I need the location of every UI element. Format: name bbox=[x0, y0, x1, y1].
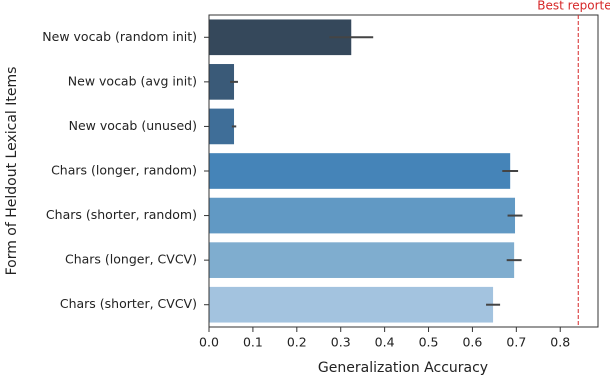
y-tick-label: Chars (longer, CVCV) bbox=[65, 252, 197, 267]
bar bbox=[209, 19, 352, 56]
y-tick-label: New vocab (random init) bbox=[42, 29, 197, 44]
plot-frame bbox=[208, 14, 599, 328]
x-tick-label: 0.2 bbox=[287, 335, 307, 350]
x-tick-label: 0.7 bbox=[506, 335, 526, 350]
x-tick-label: 0.1 bbox=[243, 335, 263, 350]
x-tick-label: 0.6 bbox=[462, 335, 482, 350]
x-axis-label: Generalization Accuracy bbox=[318, 360, 488, 376]
y-tick-label: Chars (longer, random) bbox=[51, 163, 197, 178]
x-tick-label: 0.4 bbox=[375, 335, 395, 350]
y-tick-label: Chars (shorter, CVCV) bbox=[60, 296, 197, 311]
bar bbox=[209, 108, 235, 145]
bar bbox=[209, 197, 516, 234]
reference-label: Best reported bbox=[537, 0, 610, 13]
bar bbox=[209, 242, 515, 278]
y-axis-label: Form of Heldout Lexical Items bbox=[4, 67, 20, 276]
y-tick-label: New vocab (avg init) bbox=[68, 73, 197, 88]
x-tick-label: 0.5 bbox=[419, 335, 439, 350]
y-tick-label: New vocab (unused) bbox=[69, 118, 197, 133]
y-tick-label: Chars (shorter, random) bbox=[46, 207, 197, 222]
x-tick-label: 0.0 bbox=[199, 335, 219, 350]
bar bbox=[209, 153, 511, 189]
x-tick-label: 0.3 bbox=[331, 335, 351, 350]
bar bbox=[209, 286, 494, 323]
x-tick-label: 0.8 bbox=[550, 335, 570, 350]
bar bbox=[209, 64, 235, 100]
